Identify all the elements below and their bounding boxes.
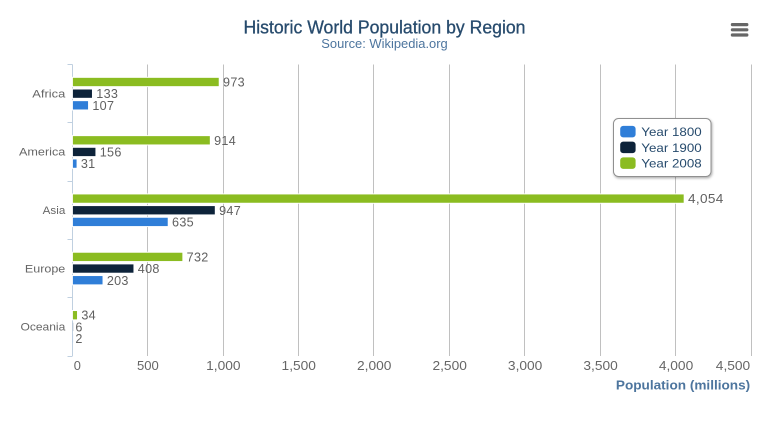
svg-text:Year 1900: Year 1900	[641, 141, 702, 155]
svg-text:1,500: 1,500	[282, 358, 316, 373]
svg-text:34: 34	[81, 309, 96, 323]
svg-text:0: 0	[74, 358, 81, 373]
svg-text:732: 732	[187, 250, 209, 264]
svg-text:Source: Wikipedia.org: Source: Wikipedia.org	[321, 36, 448, 51]
svg-text:America: America	[19, 147, 66, 159]
svg-text:Europe: Europe	[25, 263, 65, 275]
svg-text:156: 156	[100, 146, 122, 160]
svg-text:914: 914	[214, 134, 236, 148]
svg-text:Historic World Population by R: Historic World Population by Region	[244, 17, 526, 37]
svg-text:203: 203	[107, 274, 129, 288]
svg-text:Year 1800: Year 1800	[641, 125, 702, 139]
svg-text:408: 408	[138, 262, 160, 276]
svg-text:635: 635	[172, 215, 194, 229]
svg-text:3,500: 3,500	[583, 358, 617, 373]
svg-text:31: 31	[81, 157, 96, 171]
svg-text:973: 973	[223, 76, 245, 90]
svg-text:2,000: 2,000	[357, 358, 391, 373]
svg-text:Population (millions): Population (millions)	[616, 378, 750, 393]
svg-text:Year 2008: Year 2008	[641, 157, 702, 171]
svg-text:2,500: 2,500	[432, 358, 466, 373]
svg-text:947: 947	[219, 204, 241, 218]
svg-text:Oceania: Oceania	[21, 322, 67, 334]
svg-text:Asia: Asia	[43, 205, 67, 217]
svg-text:4,000: 4,000	[659, 358, 693, 373]
svg-text:107: 107	[92, 99, 114, 113]
svg-text:4,500: 4,500	[716, 358, 750, 373]
svg-text:2: 2	[75, 332, 82, 346]
svg-text:Africa: Africa	[32, 88, 66, 100]
svg-text:4,054: 4,054	[688, 192, 724, 206]
svg-text:500: 500	[137, 358, 159, 373]
svg-text:1,000: 1,000	[206, 358, 240, 373]
svg-text:3,000: 3,000	[508, 358, 542, 373]
